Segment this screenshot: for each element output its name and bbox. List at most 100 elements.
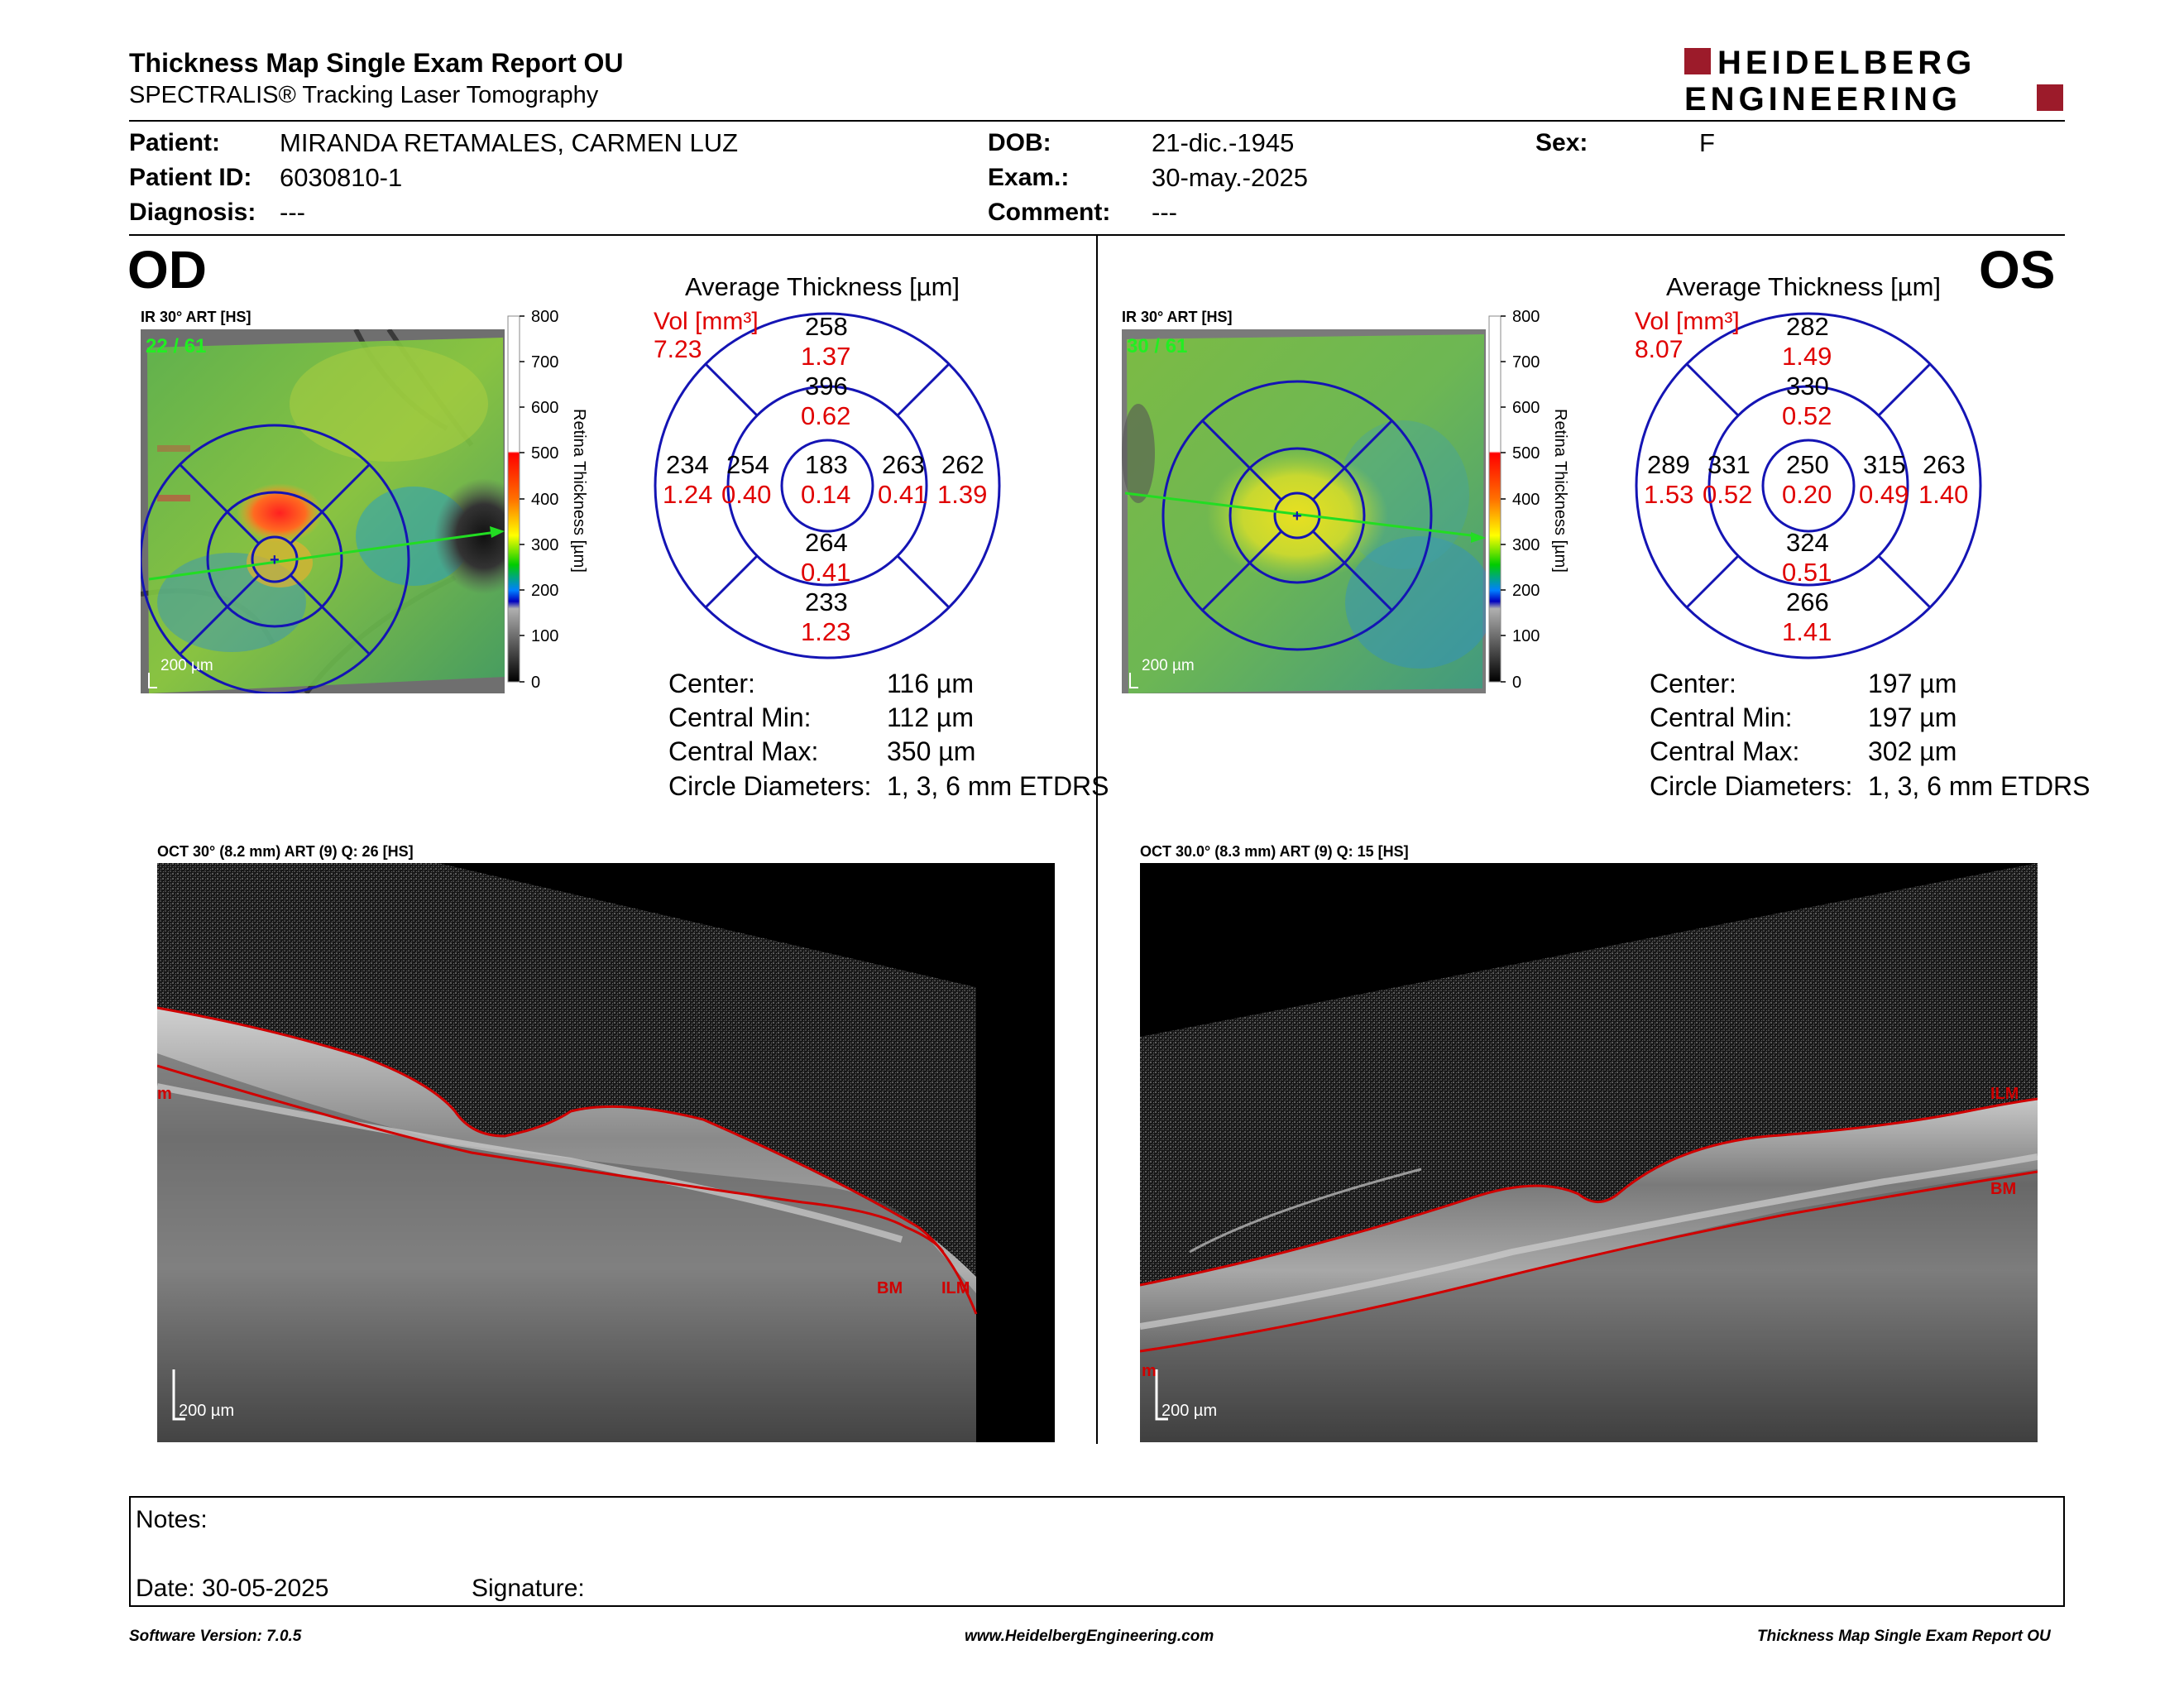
od-outer-nasal: 262 <box>941 450 984 479</box>
os-inner-inferior-vol: 0.51 <box>1782 558 1832 587</box>
notes-label: Notes: <box>136 1506 208 1533</box>
od-outer-inferior-vol: 1.23 <box>801 617 851 646</box>
svg-text:200 µm: 200 µm <box>160 657 213 674</box>
os-thickness-map: + 30 / 61 200 µm <box>1122 329 1494 693</box>
od-central-max-label: Central Max: <box>668 736 819 766</box>
svg-text:BM: BM <box>877 1279 903 1297</box>
patient-id-label: Patient ID: <box>129 164 252 191</box>
od-inner-inferior: 264 <box>805 528 848 557</box>
svg-text:Retina Thickness [µm]: Retina Thickness [µm] <box>1551 409 1569 573</box>
svg-text:m: m <box>157 1085 172 1103</box>
svg-text:300: 300 <box>531 536 558 554</box>
os-inner-nasal-vol: 0.49 <box>1859 480 1909 509</box>
svg-text:400: 400 <box>531 491 558 509</box>
dob-value: 21-dic.-1945 <box>1152 128 1295 157</box>
os-eye-label: OS <box>1979 240 2056 300</box>
report-subtitle: SPECTRALIS® Tracking Laser Tomography <box>129 82 599 108</box>
os-etdrs-grid <box>1635 306 1990 662</box>
od-inner-inferior-vol: 0.41 <box>801 558 851 587</box>
svg-text:200 µm: 200 µm <box>179 1402 234 1420</box>
heidelberg-logo: HEIDELBERG ENGINEERING <box>1684 43 2065 117</box>
os-inner-temporal-vol: 0.52 <box>1703 480 1753 509</box>
svg-text:200: 200 <box>1512 582 1540 600</box>
od-oct-bscan: 200 µm BM ILM m <box>156 863 1055 1442</box>
report-date: Date: 30-05-2025 <box>136 1575 329 1602</box>
footer-report-name: Thickness Map Single Exam Report OU <box>1757 1628 2051 1645</box>
patient-rule <box>129 234 2065 236</box>
od-central-max-value: 350 µm <box>887 736 976 766</box>
svg-text:ILM: ILM <box>941 1279 970 1297</box>
od-oct-caption: OCT 30° (8.2 mm) ART (9) Q: 26 [HS] <box>157 843 414 860</box>
svg-text:Retina Thickness [µm]: Retina Thickness [µm] <box>570 409 588 573</box>
od-vol-total: 7.23 <box>654 336 702 363</box>
od-diameters-label: Circle Diameters: <box>668 771 872 801</box>
od-inner-superior: 396 <box>805 372 848 400</box>
svg-text:22 / 61: 22 / 61 <box>146 335 206 357</box>
svg-text:m: m <box>1142 1362 1157 1380</box>
os-colorbar: 800 700 600 500 400 300 200 100 0 Retina… <box>1487 306 1578 703</box>
diagnosis-label: Diagnosis: <box>129 199 256 226</box>
od-avg-title: Average Thickness [µm] <box>685 272 960 301</box>
svg-text:+: + <box>1292 507 1302 525</box>
os-central-min-value: 197 µm <box>1868 703 1957 732</box>
sex-label: Sex: <box>1535 129 1588 156</box>
comment-label: Comment: <box>988 199 1111 226</box>
signature-label: Signature: <box>472 1575 585 1602</box>
svg-text:600: 600 <box>1512 399 1540 417</box>
od-center-vol: 0.14 <box>801 480 851 509</box>
os-outer-temporal-vol: 1.53 <box>1644 480 1694 509</box>
header-rule <box>129 120 2065 122</box>
od-central-min-label: Central Min: <box>668 703 812 732</box>
od-inner-superior-vol: 0.62 <box>801 401 851 430</box>
os-outer-nasal: 263 <box>1923 450 1966 479</box>
os-central-min-label: Central Min: <box>1650 703 1793 732</box>
svg-text:200: 200 <box>531 582 558 600</box>
svg-text:700: 700 <box>1512 353 1540 372</box>
os-vol-total: 8.07 <box>1635 336 1684 363</box>
os-outer-inferior-vol: 1.41 <box>1782 617 1832 646</box>
svg-text:200 µm: 200 µm <box>1161 1402 1217 1420</box>
svg-text:ILM: ILM <box>1990 1085 2019 1103</box>
od-outer-temporal: 234 <box>666 450 709 479</box>
os-inner-temporal: 331 <box>1707 450 1751 479</box>
os-inner-inferior: 324 <box>1786 528 1829 557</box>
od-etdrs-grid <box>654 306 1009 662</box>
od-center-value: 116 µm <box>887 669 974 698</box>
os-inner-superior: 330 <box>1786 372 1829 400</box>
os-central-max-label: Central Max: <box>1650 736 1800 766</box>
patient-label: Patient: <box>129 129 221 156</box>
website-link[interactable]: www.HeidelbergEngineering.com <box>965 1628 1214 1645</box>
svg-text:200 µm: 200 µm <box>1142 657 1195 674</box>
os-vol-label: Vol [mm³] <box>1635 308 1740 335</box>
report-title: Thickness Map Single Exam Report OU <box>129 48 624 78</box>
os-inner-nasal: 315 <box>1863 450 1906 479</box>
od-inner-temporal-vol: 0.40 <box>721 480 772 509</box>
svg-text:100: 100 <box>531 627 558 645</box>
notes-box: Notes: Date: 30-05-2025 Signature: <box>129 1496 2065 1607</box>
svg-text:100: 100 <box>1512 627 1540 645</box>
os-diameters-label: Circle Diameters: <box>1650 771 1853 801</box>
svg-text:HEIDELBERG: HEIDELBERG <box>1717 45 1976 81</box>
os-outer-nasal-vol: 1.40 <box>1918 480 1969 509</box>
svg-text:+: + <box>270 551 280 569</box>
os-outer-inferior: 266 <box>1786 587 1829 616</box>
diagnosis-value: --- <box>280 198 305 227</box>
od-outer-inferior: 233 <box>805 587 848 616</box>
svg-text:0: 0 <box>531 674 540 692</box>
software-version: Software Version: 7.0.5 <box>129 1628 302 1645</box>
od-ir-caption: IR 30° ART [HS] <box>141 309 251 325</box>
os-central-max-value: 302 µm <box>1868 736 1957 766</box>
os-center-value: 197 µm <box>1868 669 1957 698</box>
od-vol-label: Vol [mm³] <box>654 308 759 335</box>
od-inner-nasal-vol: 0.41 <box>878 480 928 509</box>
svg-text:0: 0 <box>1512 674 1521 692</box>
od-outer-temporal-vol: 1.24 <box>663 480 713 509</box>
svg-text:ENGINEERING: ENGINEERING <box>1684 81 1961 117</box>
os-center: 250 <box>1786 450 1829 479</box>
svg-text:800: 800 <box>531 308 558 326</box>
od-outer-superior-vol: 1.37 <box>801 342 851 371</box>
patient-name: MIRANDA RETAMALES, CARMEN LUZ <box>280 128 739 157</box>
od-inner-temporal: 254 <box>726 450 769 479</box>
od-diameters-value: 1, 3, 6 mm ETDRS <box>887 771 1109 801</box>
svg-text:400: 400 <box>1512 491 1540 509</box>
